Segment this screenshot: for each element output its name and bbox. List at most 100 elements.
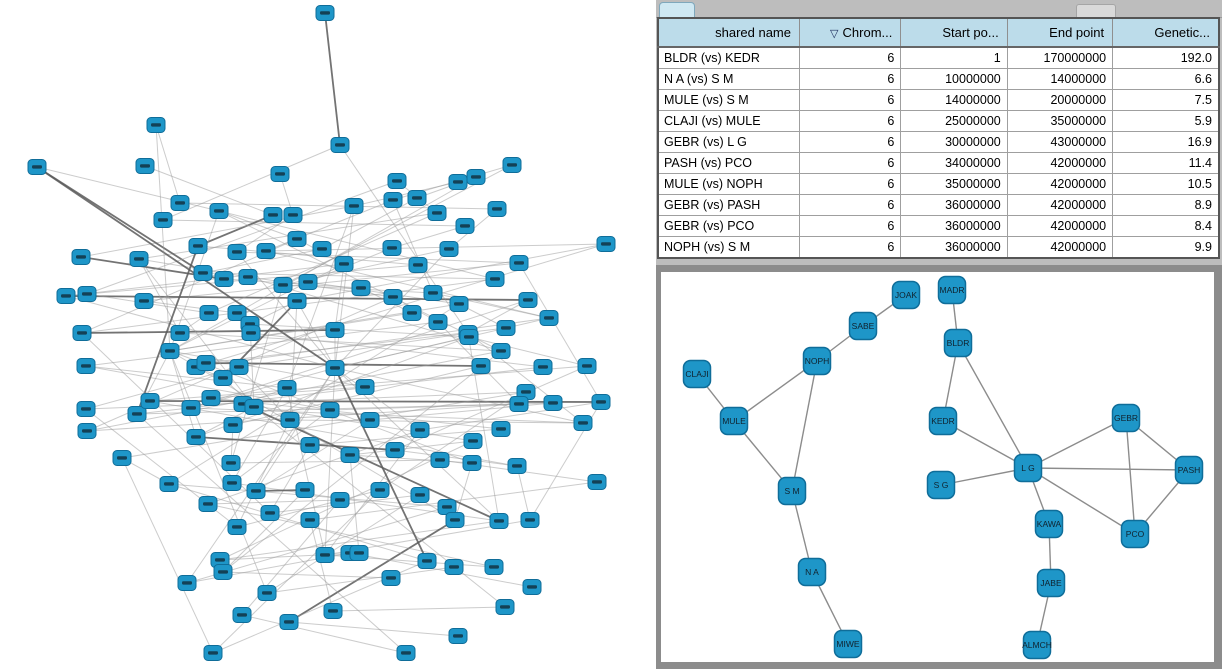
graph-node[interactable] — [229, 359, 249, 375]
graph-node[interactable] — [340, 447, 360, 463]
table-cell[interactable]: 10.5 — [1112, 173, 1220, 195]
graph-node[interactable] — [330, 137, 350, 153]
graph-node-L G[interactable]: L G — [1013, 453, 1043, 483]
graph-node-S M[interactable]: S M — [777, 476, 807, 506]
table-cell[interactable]: 7.5 — [1112, 89, 1220, 111]
graph-node[interactable] — [489, 513, 509, 529]
table-cell[interactable]: 6 — [798, 194, 902, 216]
graph-node[interactable] — [323, 603, 343, 619]
graph-node[interactable] — [295, 482, 315, 498]
column-header-start-position[interactable]: Start po... — [900, 17, 1008, 48]
graph-node[interactable] — [193, 265, 213, 281]
table-cell[interactable]: 42000000 — [1006, 236, 1114, 259]
table-cell[interactable]: 6 — [798, 236, 902, 259]
graph-node[interactable] — [463, 433, 483, 449]
graph-node[interactable] — [381, 570, 401, 586]
graph-node-MIWE[interactable]: MIWE — [833, 629, 863, 659]
graph-node[interactable] — [227, 244, 247, 260]
table-cell[interactable]: MULE (vs) NOPH — [657, 173, 800, 195]
graph-node[interactable] — [351, 280, 371, 296]
graph-node[interactable] — [283, 207, 303, 223]
graph-node[interactable] — [509, 396, 529, 412]
table-cell[interactable]: 8.4 — [1112, 215, 1220, 237]
graph-node[interactable] — [520, 512, 540, 528]
graph-node[interactable] — [485, 271, 505, 287]
table-cell[interactable]: 170000000 — [1006, 46, 1114, 69]
graph-node[interactable] — [344, 198, 364, 214]
graph-node[interactable] — [256, 243, 276, 259]
graph-node[interactable] — [315, 5, 335, 21]
graph-node[interactable] — [77, 286, 97, 302]
graph-node[interactable] — [263, 207, 283, 223]
table-cell[interactable]: 16.9 — [1112, 131, 1220, 153]
graph-node[interactable] — [181, 400, 201, 416]
graph-node[interactable] — [300, 512, 320, 528]
table-cell[interactable]: 6.6 — [1112, 68, 1220, 90]
graph-node[interactable] — [222, 475, 242, 491]
graph-node[interactable] — [134, 293, 154, 309]
graph-node[interactable] — [522, 579, 542, 595]
graph-node[interactable] — [402, 305, 422, 321]
table-row[interactable]: MULE (vs) S M 6 14000000 20000000 7.5 — [657, 89, 1220, 111]
table-row[interactable]: CLAJI (vs) MULE 6 25000000 35000000 5.9 — [657, 110, 1220, 132]
table-cell[interactable]: CLAJI (vs) MULE — [657, 110, 800, 132]
graph-node[interactable] — [334, 256, 354, 272]
table-cell[interactable]: 14000000 — [900, 89, 1008, 111]
graph-node[interactable] — [383, 289, 403, 305]
graph-edge-S G-L G[interactable] — [940, 467, 1029, 486]
graph-node-JOAK[interactable]: JOAK — [891, 280, 921, 310]
graph-node[interactable] — [355, 379, 375, 395]
subnetwork-canvas[interactable]: JOAK MADR SABE NOPH BLDR CLAJI MULE KEDR GEBR L G… — [661, 272, 1214, 662]
table-cell[interactable]: N A (vs) S M — [657, 68, 800, 90]
graph-node[interactable] — [198, 496, 218, 512]
graph-node[interactable] — [428, 314, 448, 330]
graph-node-GEBR[interactable]: GEBR — [1111, 403, 1141, 433]
graph-node[interactable] — [209, 203, 229, 219]
graph-node[interactable] — [509, 255, 529, 271]
table-cell[interactable]: 35000000 — [900, 173, 1008, 195]
table-cell[interactable]: 11.4 — [1112, 152, 1220, 174]
graph-node[interactable] — [491, 343, 511, 359]
table-cell[interactable]: 9.9 — [1112, 236, 1220, 259]
table-cell[interactable]: 6 — [798, 110, 902, 132]
graph-node[interactable] — [159, 476, 179, 492]
graph-node[interactable] — [385, 442, 405, 458]
table-row[interactable]: GEBR (vs) L G 6 30000000 43000000 16.9 — [657, 131, 1220, 153]
table-cell[interactable]: 25000000 — [900, 110, 1008, 132]
graph-node[interactable] — [449, 296, 469, 312]
graph-node-MADR[interactable]: MADR — [937, 275, 967, 305]
subnetwork-panel[interactable]: JOAK MADR SABE NOPH BLDR CLAJI MULE KEDR GEBR L G… — [661, 272, 1214, 662]
table-row[interactable]: GEBR (vs) PASH 6 36000000 42000000 8.9 — [657, 194, 1220, 216]
graph-node[interactable] — [448, 628, 468, 644]
graph-node[interactable] — [72, 325, 92, 341]
graph-node[interactable] — [360, 412, 380, 428]
main-network-panel[interactable] — [0, 0, 656, 669]
graph-edge-GEBR-PCO[interactable] — [1125, 417, 1136, 535]
graph-node[interactable] — [146, 117, 166, 133]
graph-node[interactable] — [423, 285, 443, 301]
graph-node[interactable] — [279, 614, 299, 630]
graph-node[interactable] — [227, 519, 247, 535]
graph-node[interactable] — [315, 547, 335, 563]
graph-node[interactable] — [591, 394, 611, 410]
graph-node[interactable] — [487, 201, 507, 217]
table-cell[interactable]: MULE (vs) S M — [657, 89, 800, 111]
graph-node[interactable] — [533, 359, 553, 375]
graph-node-NOPH[interactable]: NOPH — [802, 346, 832, 376]
table-cell[interactable]: 8.9 — [1112, 194, 1220, 216]
graph-edge-L G-PASH[interactable] — [1027, 467, 1190, 471]
graph-node-SABE[interactable]: SABE — [848, 311, 878, 341]
graph-node[interactable] — [596, 236, 616, 252]
table-cell[interactable]: 6 — [798, 46, 902, 69]
graph-node[interactable] — [56, 288, 76, 304]
graph-node-JABE[interactable]: JABE — [1036, 568, 1066, 598]
graph-node[interactable] — [383, 192, 403, 208]
graph-node[interactable] — [77, 423, 97, 439]
table-row[interactable]: MULE (vs) NOPH 6 35000000 42000000 10.5 — [657, 173, 1220, 195]
graph-node[interactable] — [387, 173, 407, 189]
table-tab-fragment-right[interactable] — [1076, 4, 1116, 18]
graph-node[interactable] — [507, 458, 527, 474]
graph-node[interactable] — [260, 505, 280, 521]
graph-node[interactable] — [140, 393, 160, 409]
graph-node[interactable] — [448, 174, 468, 190]
